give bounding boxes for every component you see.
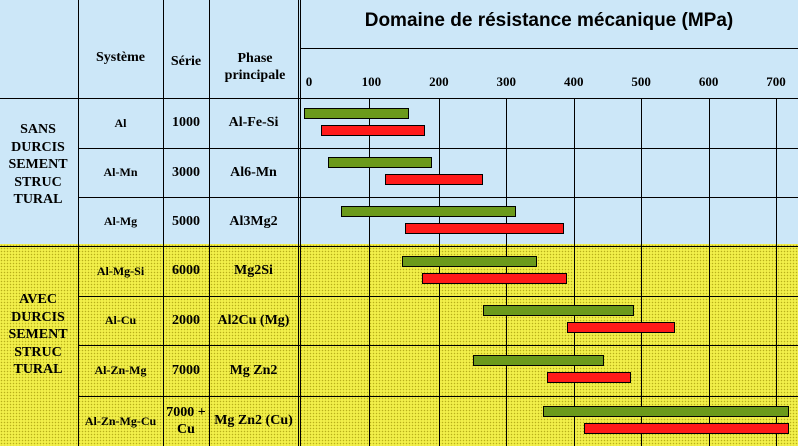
column-divider — [300, 0, 301, 446]
header-divider — [300, 48, 798, 49]
red-bar — [583, 422, 790, 434]
row-systeme: Al-Cu — [104, 313, 137, 327]
row-systeme: Al-Zn-Mg — [94, 363, 147, 377]
row-phase: Al6-Mn — [230, 164, 277, 180]
column-divider — [209, 0, 210, 446]
green-bar — [543, 405, 790, 417]
row-serie: 2000 — [172, 312, 200, 328]
row-serie: 6000 — [172, 263, 200, 279]
row-phase: Mg Zn2 (Cu) — [214, 413, 293, 429]
group-divider — [0, 246, 798, 247]
gridline — [369, 98, 370, 446]
row-serie: 1000 — [172, 115, 200, 131]
gridline — [709, 98, 710, 446]
red-bar — [546, 372, 632, 384]
row-phase: Mg2Si — [234, 263, 273, 279]
row-divider — [78, 396, 798, 397]
row-serie: 7000 — [172, 362, 200, 378]
column-divider — [298, 0, 299, 446]
row-divider — [78, 148, 798, 149]
header-systeme: Système — [96, 50, 145, 66]
row-systeme: Al-Mg-Si — [96, 263, 145, 278]
row-serie: 5000 — [172, 213, 200, 229]
red-bar — [384, 173, 483, 185]
red-bar — [566, 321, 675, 333]
red-bar — [320, 124, 426, 136]
header-phase: Phase principale — [224, 50, 286, 84]
green-bar — [401, 255, 537, 267]
x-tick-label: 600 — [698, 74, 719, 89]
gridline — [439, 98, 440, 446]
x-tick-label: 200 — [429, 74, 449, 89]
gridline — [506, 98, 507, 446]
green-bar — [472, 354, 605, 366]
column-divider — [78, 0, 79, 446]
x-tick-label: 300 — [496, 74, 517, 89]
x-tick-label: 500 — [631, 74, 651, 89]
gridline — [776, 98, 777, 446]
green-bar — [482, 305, 635, 317]
row-divider — [78, 345, 798, 346]
gridline — [641, 98, 642, 446]
x-tick-label: 100 — [361, 74, 382, 89]
header-serie: Série — [170, 54, 202, 70]
gridline — [574, 98, 575, 446]
row-divider — [78, 296, 798, 297]
row-systeme: Al-Mn — [103, 165, 138, 179]
red-bar — [405, 222, 564, 234]
column-divider — [163, 0, 164, 446]
x-tick-label: 700 — [766, 74, 786, 89]
x-tick-label: 400 — [563, 74, 584, 89]
green-bar — [341, 206, 517, 218]
row-phase: Al3Mg2 — [229, 213, 278, 229]
x-tick-label: 0 — [305, 74, 313, 89]
group-label-avec: AVEC DURCIS SEMENT STRUC TURAL — [8, 292, 68, 378]
row-systeme: Al — [114, 115, 127, 130]
row-phase: Mg Zn2 — [229, 362, 278, 378]
red-bar — [422, 272, 567, 284]
green-bar — [327, 157, 433, 169]
row-divider — [78, 197, 798, 198]
group-label-sans: SANS DURCIS SEMENT STRUC TURAL — [8, 122, 68, 208]
row-phase: Al2Cu (Mg) — [217, 312, 290, 328]
row-phase: Al-Fe-Si — [228, 115, 279, 131]
row-serie: 3000 — [172, 164, 200, 180]
row-systeme: Al-Zn-Mg-Cu — [84, 413, 157, 428]
chart-title: Domaine de résistance mécanique (MPa) — [364, 10, 734, 31]
header-bottom-line — [0, 98, 798, 99]
row-serie: 7000 + Cu — [166, 404, 206, 438]
green-bar — [304, 107, 409, 119]
row-systeme: Al-Mg — [103, 214, 138, 228]
